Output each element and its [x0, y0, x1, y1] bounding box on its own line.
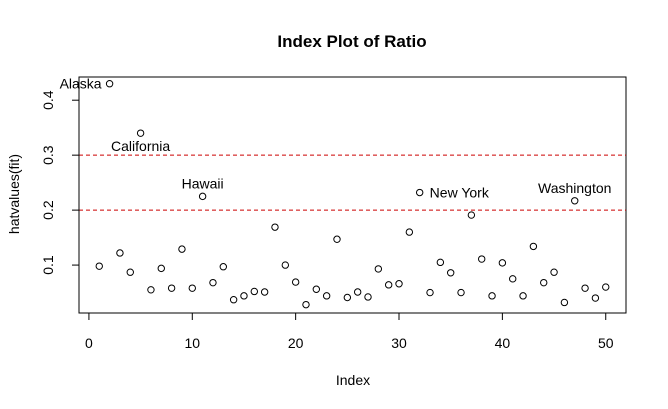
data-point [322, 292, 331, 300]
x-tick-label-0: 0 [85, 335, 93, 351]
y-axis: 0.1 0.2 0.3 0.4 [40, 90, 80, 275]
data-point [467, 211, 476, 219]
chart-title: Index Plot of Ratio [277, 32, 426, 51]
data-point [488, 292, 496, 300]
annotation-label-3: New York [430, 185, 490, 201]
data-point [415, 188, 424, 197]
data-point [591, 294, 600, 302]
data-point [188, 284, 196, 292]
data-point [178, 245, 186, 253]
y-tick-label-2: 0.3 [40, 145, 56, 165]
data-point [281, 261, 290, 269]
data-point [405, 228, 414, 236]
data-point [364, 293, 372, 301]
data-point [333, 235, 341, 243]
data-point [126, 268, 134, 276]
x-tick-label-4: 40 [495, 335, 511, 351]
x-axis-label: Index [336, 372, 370, 388]
data-point [446, 269, 455, 277]
data-point [198, 192, 207, 201]
x-tick-label-2: 20 [288, 335, 304, 351]
data-point [302, 300, 310, 309]
data-point [384, 281, 393, 289]
data-point [560, 298, 569, 307]
data-point [374, 265, 383, 273]
data-point [519, 292, 527, 300]
data-point [353, 288, 362, 296]
annotation-label-1: California [111, 138, 170, 154]
data-point [395, 280, 403, 288]
data-point [602, 283, 610, 291]
x-tick-label-5: 50 [598, 335, 614, 351]
data-point [147, 286, 155, 294]
annotation-label-2: Hawaii [182, 175, 224, 191]
data-point [291, 278, 300, 286]
y-tick-label-1: 0.2 [40, 200, 56, 220]
y-axis-label: hatvalues(fit) [6, 154, 22, 234]
data-point [426, 288, 434, 297]
data-point [229, 295, 238, 304]
data-point [343, 293, 352, 302]
data-point [95, 262, 103, 270]
data-point [529, 242, 538, 251]
data-point [271, 223, 279, 231]
data-point [260, 288, 269, 296]
data-point [509, 275, 517, 283]
data-point [571, 197, 579, 205]
x-tick-label-3: 30 [391, 335, 407, 351]
data-points [95, 80, 610, 309]
data-point [436, 258, 445, 267]
data-point [312, 285, 321, 293]
annotation-label-0: Alaska [60, 76, 102, 92]
data-point [105, 80, 114, 88]
data-point [581, 284, 589, 292]
data-point [136, 129, 145, 137]
data-point [167, 284, 176, 292]
data-point [116, 249, 124, 257]
data-point [250, 287, 259, 296]
data-point [457, 288, 465, 297]
data-point [240, 292, 248, 300]
data-point [219, 263, 227, 271]
data-point [550, 268, 558, 276]
y-tick-label-3: 0.4 [40, 90, 56, 110]
point-annotations: Alaska California Hawaii New York Washington [60, 76, 612, 201]
y-tick-label-0: 0.1 [40, 255, 56, 275]
x-axis: 0 10 20 30 40 50 [85, 312, 614, 351]
x-tick-label-1: 10 [184, 335, 200, 351]
data-point [498, 259, 507, 267]
data-point [209, 278, 217, 287]
data-point [478, 255, 486, 263]
data-point [540, 278, 548, 287]
reference-lines [79, 154, 626, 211]
data-point [157, 264, 165, 273]
annotation-label-4: Washington [538, 180, 611, 196]
